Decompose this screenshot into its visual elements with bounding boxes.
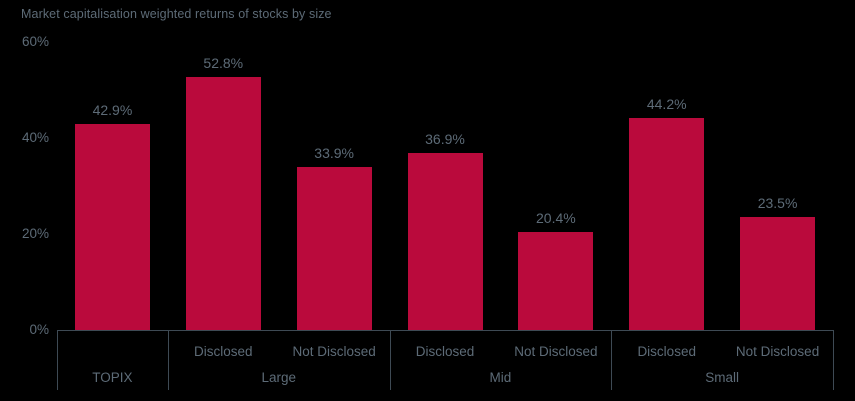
bar — [740, 217, 816, 330]
category-label: Disclosed — [637, 344, 696, 359]
group-divider — [57, 330, 58, 390]
bar-value-label: 23.5% — [757, 195, 798, 212]
bar-value-label: 20.4% — [535, 210, 576, 227]
category-label: Not Disclosed — [292, 344, 376, 359]
chart-title: Market capitalisation weighted returns o… — [21, 7, 332, 21]
category-label: Not Disclosed — [735, 344, 820, 359]
group-label: Mid — [489, 370, 512, 385]
bar-value-label: 44.2% — [646, 95, 687, 112]
bar-value-label: 33.9% — [314, 145, 354, 162]
y-axis-tick-label: 60% — [21, 34, 49, 49]
bar — [296, 167, 372, 330]
bar — [518, 232, 594, 330]
bar — [185, 76, 261, 330]
bar — [407, 152, 483, 330]
bar-value-label: 52.8% — [203, 54, 244, 71]
group-label: Small — [705, 370, 740, 385]
group-divider — [168, 330, 169, 390]
category-label: Not Disclosed — [514, 344, 598, 359]
group-label: Large — [261, 370, 296, 385]
y-axis-tick-label: 20% — [21, 226, 49, 241]
y-axis-tick-label: 40% — [21, 130, 49, 145]
group-divider — [833, 330, 834, 390]
x-axis-line — [57, 330, 833, 331]
group-divider — [611, 330, 612, 390]
category-label: Disclosed — [194, 344, 253, 359]
group-divider — [390, 330, 391, 390]
y-axis-tick-label: 0% — [29, 322, 49, 337]
bar — [74, 124, 150, 330]
bar — [629, 117, 705, 330]
bar-value-label: 36.9% — [425, 130, 465, 147]
group-label: TOPIX — [92, 370, 133, 385]
bar-value-label: 42.9% — [92, 102, 133, 119]
category-label: Disclosed — [415, 344, 475, 359]
